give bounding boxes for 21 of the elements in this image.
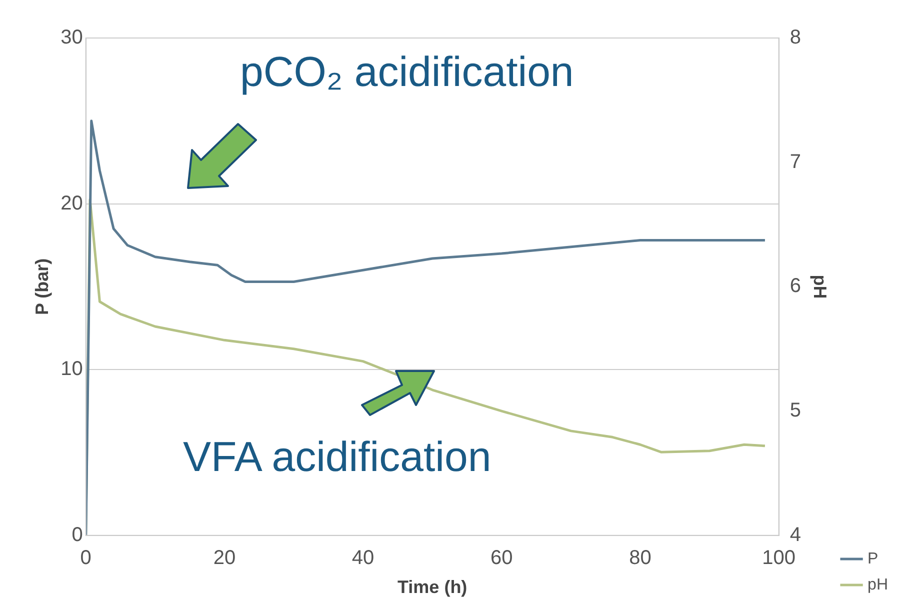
legend-label: P [868, 550, 878, 568]
y2-tick-label: 8 [790, 26, 801, 49]
x-tick-label: 40 [352, 546, 374, 569]
x-tick-label: 80 [629, 546, 652, 569]
y2-tick-label: 6 [790, 275, 801, 298]
x-tick-label: 60 [490, 546, 513, 569]
annotation: VFA acidification [183, 433, 492, 481]
y-tick-label: 10 [60, 358, 83, 380]
annotation: pCO₂ acidification [240, 48, 574, 96]
x-tick-label: 100 [762, 546, 796, 569]
x-tick-label: 20 [213, 546, 236, 569]
y2-tick-label: 4 [790, 524, 801, 546]
y-tick-label: 0 [72, 524, 83, 546]
y2-axis-title: pH [810, 274, 830, 299]
y2-tick-label: 5 [790, 400, 801, 422]
y2-tick-label: 7 [790, 150, 801, 173]
legend-label: pH [868, 576, 888, 594]
x-axis-title: Time (h) [398, 577, 468, 598]
y-tick-label: 30 [60, 26, 83, 49]
y-axis-title: P (bar) [32, 258, 52, 316]
y-tick-label: 20 [60, 192, 83, 214]
